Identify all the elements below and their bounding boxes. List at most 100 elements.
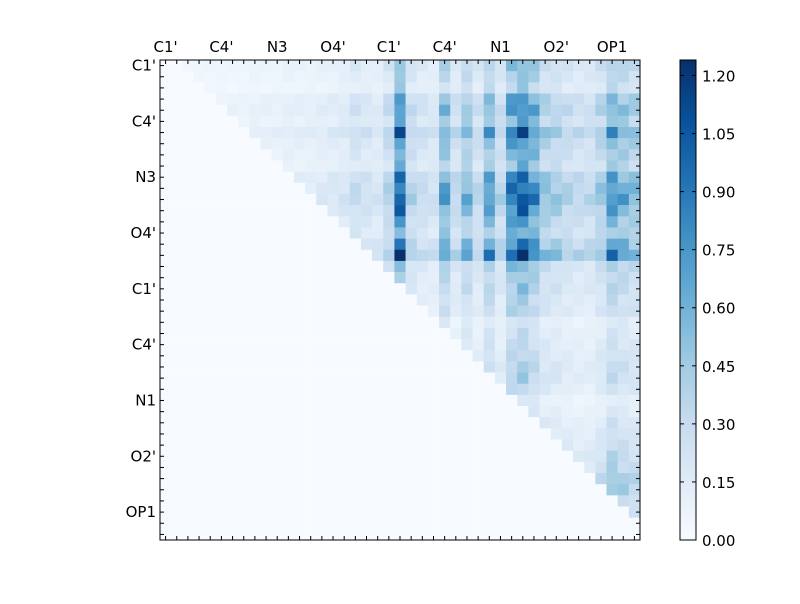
heatmap-cell bbox=[573, 517, 585, 530]
heatmap-cell bbox=[483, 528, 496, 541]
x-tick-label: N1 bbox=[490, 38, 511, 56]
heatmap-cell bbox=[573, 450, 585, 463]
heatmap-cell bbox=[193, 305, 205, 318]
heatmap-cell bbox=[606, 350, 618, 362]
heatmap-cell bbox=[372, 495, 384, 507]
heatmap-cell bbox=[517, 316, 529, 329]
heatmap-cell bbox=[595, 294, 607, 306]
heatmap-cell bbox=[628, 350, 641, 362]
heatmap-cell bbox=[450, 383, 462, 396]
heatmap-cell bbox=[394, 372, 406, 385]
heatmap-cell bbox=[193, 383, 205, 396]
heatmap-cell bbox=[249, 383, 261, 396]
heatmap-cell bbox=[215, 327, 228, 340]
heatmap-cell bbox=[171, 238, 183, 251]
heatmap-cell bbox=[160, 450, 172, 463]
heatmap-cell bbox=[327, 182, 339, 195]
heatmap-cell bbox=[293, 205, 306, 217]
heatmap-cell bbox=[305, 193, 317, 206]
heatmap-cell bbox=[260, 339, 272, 351]
heatmap-cell bbox=[338, 517, 351, 530]
heatmap-cell bbox=[439, 484, 451, 496]
heatmap-cell bbox=[517, 283, 529, 295]
heatmap-cell bbox=[573, 160, 585, 172]
heatmap-cell bbox=[282, 406, 295, 418]
heatmap-cell bbox=[584, 350, 596, 362]
heatmap-cell bbox=[439, 115, 451, 128]
heatmap-cell bbox=[372, 450, 384, 463]
heatmap-cell bbox=[383, 149, 395, 161]
heatmap-cell bbox=[550, 82, 563, 94]
heatmap-cell bbox=[606, 495, 618, 507]
heatmap-cell bbox=[260, 383, 272, 396]
heatmap-cell bbox=[483, 461, 496, 474]
heatmap-cell bbox=[226, 327, 239, 340]
heatmap-cell bbox=[316, 149, 328, 161]
heatmap-cell bbox=[461, 115, 473, 128]
heatmap-cell bbox=[293, 506, 306, 518]
heatmap-cell bbox=[461, 327, 473, 340]
heatmap-cell bbox=[628, 305, 641, 318]
heatmap-cell bbox=[271, 115, 284, 128]
heatmap-cell bbox=[260, 461, 272, 474]
heatmap-cell bbox=[327, 316, 339, 329]
heatmap-cell bbox=[506, 305, 518, 318]
heatmap-cell bbox=[193, 93, 205, 105]
heatmap-cell bbox=[550, 60, 563, 72]
heatmap-cell bbox=[517, 104, 529, 117]
heatmap-cell bbox=[494, 249, 507, 262]
heatmap-cell bbox=[595, 182, 607, 195]
heatmap-cell bbox=[472, 82, 485, 94]
heatmap-cell bbox=[461, 350, 473, 362]
heatmap-cell bbox=[483, 294, 496, 306]
heatmap-cell bbox=[383, 260, 395, 273]
heatmap-cell bbox=[595, 327, 607, 340]
heatmap-cell bbox=[517, 428, 529, 440]
heatmap-cell bbox=[550, 361, 563, 373]
heatmap-cell bbox=[383, 115, 395, 128]
heatmap-cell bbox=[539, 406, 551, 418]
heatmap-cell bbox=[383, 372, 395, 385]
heatmap-cell bbox=[171, 193, 183, 206]
heatmap-cell bbox=[394, 339, 406, 351]
heatmap-cell bbox=[372, 71, 384, 83]
heatmap-cell bbox=[238, 193, 250, 206]
heatmap-cell bbox=[249, 249, 261, 262]
heatmap-cell bbox=[394, 517, 406, 530]
heatmap-cell bbox=[450, 260, 462, 273]
heatmap-cell bbox=[349, 350, 362, 362]
heatmap-cell bbox=[293, 473, 306, 485]
heatmap-cell bbox=[372, 506, 384, 518]
heatmap-cell bbox=[405, 439, 418, 451]
heatmap-cell bbox=[405, 171, 418, 184]
heatmap-cell bbox=[561, 82, 574, 94]
heatmap-cell bbox=[271, 82, 284, 94]
heatmap-cell bbox=[405, 283, 418, 295]
heatmap-cell bbox=[506, 104, 518, 117]
heatmap-cell bbox=[461, 528, 473, 541]
heatmap-cell bbox=[193, 484, 205, 496]
heatmap-cell bbox=[204, 104, 217, 117]
heatmap-cell bbox=[394, 316, 406, 329]
heatmap-cell bbox=[282, 205, 295, 217]
heatmap-cell bbox=[327, 149, 339, 161]
heatmap-cell bbox=[160, 372, 172, 385]
heatmap-cell bbox=[483, 428, 496, 440]
heatmap-cell bbox=[494, 506, 507, 518]
heatmap-cell bbox=[494, 316, 507, 329]
heatmap-cell bbox=[573, 372, 585, 385]
heatmap-cell bbox=[517, 182, 529, 195]
heatmap-cell bbox=[383, 216, 395, 228]
heatmap-cell bbox=[327, 193, 339, 206]
heatmap-cell bbox=[372, 205, 384, 217]
heatmap-cell bbox=[528, 138, 540, 150]
heatmap-cell bbox=[450, 283, 462, 295]
heatmap-cell bbox=[249, 495, 261, 507]
heatmap-cell bbox=[506, 517, 518, 530]
heatmap-cell bbox=[271, 294, 284, 306]
heatmap-cell bbox=[360, 238, 373, 251]
heatmap-cell bbox=[405, 238, 418, 251]
heatmap-cell bbox=[628, 93, 641, 105]
heatmap-cell bbox=[617, 82, 630, 94]
heatmap-cell bbox=[282, 227, 295, 239]
